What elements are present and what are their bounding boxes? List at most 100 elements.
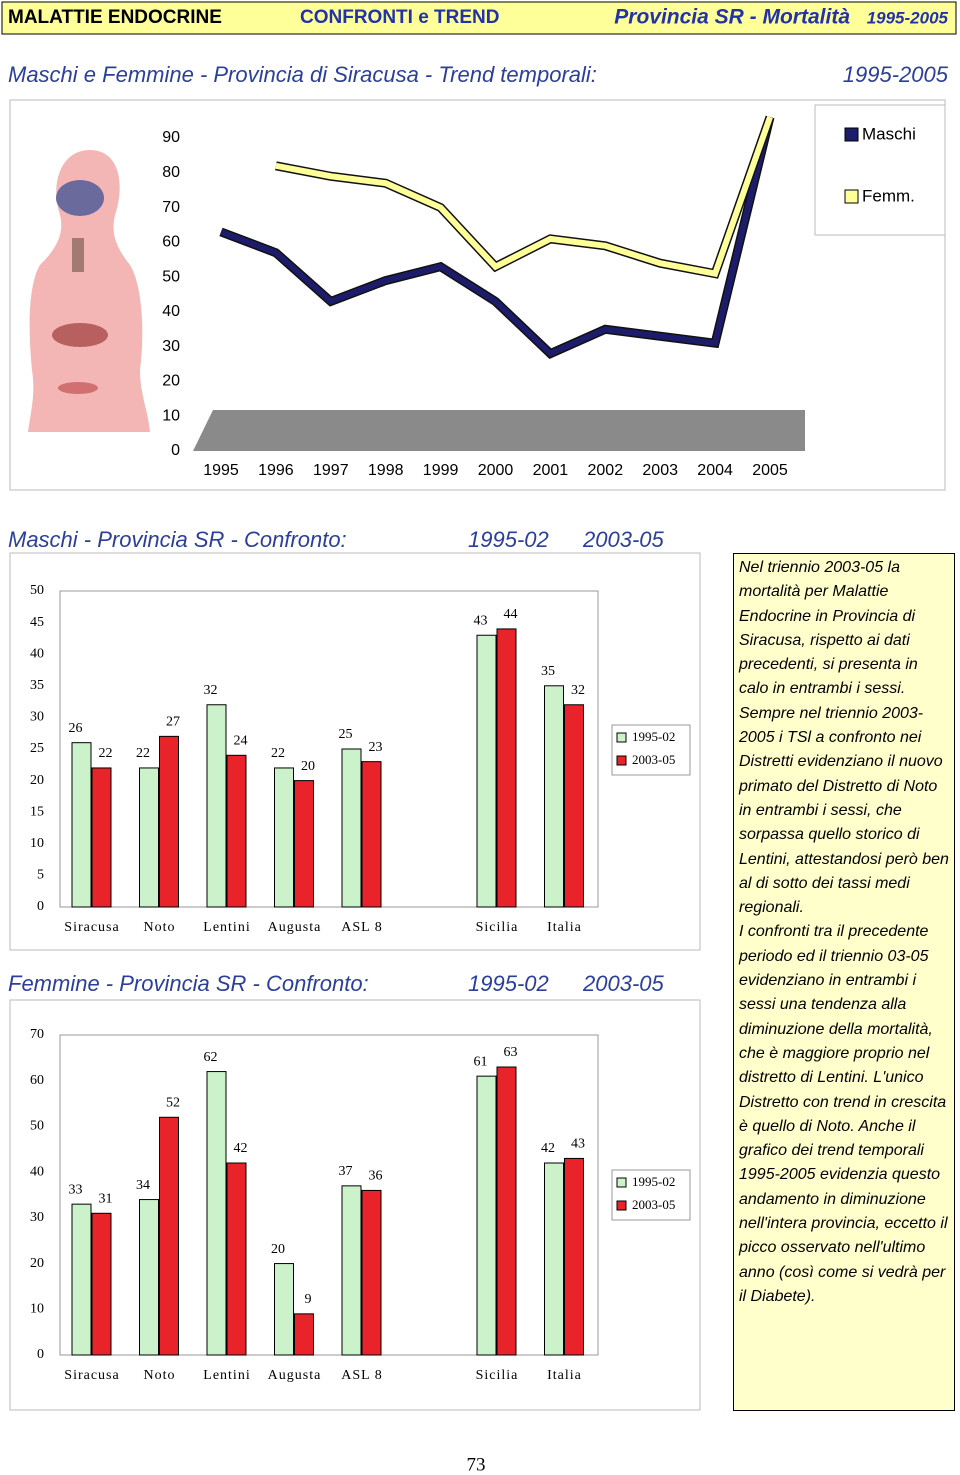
bar	[564, 1157, 584, 1356]
data-label: 22	[271, 746, 285, 761]
x-tick-label: ASL 8	[341, 920, 382, 935]
data-label: 31	[99, 1192, 113, 1207]
y-tick-label: 60	[30, 1073, 44, 1088]
y-tick-label: 10	[30, 1302, 44, 1317]
data-label: 23	[369, 740, 383, 755]
x-tick-label: ASL 8	[341, 1368, 382, 1383]
x-tick-label: Noto	[144, 1368, 176, 1383]
header-period: 1995-2005	[867, 8, 949, 27]
bar	[91, 1212, 112, 1356]
y-tick-label: 40	[162, 303, 180, 320]
bar	[226, 754, 247, 908]
y-tick-label: 0	[37, 899, 44, 914]
x-tick-label: Lentini	[203, 920, 250, 935]
comment-box: Nel triennio 2003-05 la mortalità per Ma…	[733, 553, 955, 1411]
y-tick-label: 25	[30, 741, 44, 756]
bar	[206, 1071, 227, 1356]
bar	[71, 742, 92, 908]
chart-period: 2003-05	[582, 527, 665, 552]
x-tick-label: 1999	[423, 462, 459, 479]
bar	[274, 767, 294, 908]
y-tick-label: 50	[30, 1119, 44, 1134]
data-label: 35	[541, 664, 555, 679]
legend-label: Femm.	[862, 186, 915, 205]
page-number: 73	[467, 1454, 486, 1475]
data-label: 25	[339, 727, 353, 742]
data-label: 20	[271, 1242, 285, 1257]
x-tick-label: 2002	[588, 462, 624, 479]
y-tick-label: 20	[30, 1256, 44, 1271]
data-label: 44	[504, 607, 518, 622]
legend-label: 2003-05	[632, 1197, 675, 1212]
data-label: 42	[541, 1141, 555, 1156]
x-tick-label: 2005	[752, 462, 788, 479]
bar	[139, 1199, 159, 1356]
header-right: Provincia SR - Mortalità	[614, 6, 850, 29]
chart-title: Femmine - Provincia SR - Confronto:	[8, 971, 369, 996]
legend-swatch	[844, 127, 859, 142]
legend-label: 1995-02	[632, 729, 675, 744]
y-tick-label: 60	[162, 234, 180, 251]
paragraph: I confronti tra il precedente periodo ed…	[739, 923, 948, 1305]
x-tick-label: 1995	[203, 462, 239, 479]
y-tick-label: 50	[162, 268, 180, 285]
bar	[544, 1162, 564, 1356]
y-tick-label: 5	[37, 868, 44, 883]
legend-swatch	[616, 732, 627, 743]
data-label: 22	[99, 746, 113, 761]
y-tick-label: 30	[30, 710, 44, 725]
bar	[91, 767, 112, 908]
y-tick-label: 20	[30, 773, 44, 788]
bar	[226, 1162, 247, 1356]
x-tick-label: Siracusa	[64, 1368, 119, 1383]
section-title: Maschi e Femmine - Provincia di Siracusa…	[8, 62, 597, 87]
bar	[361, 761, 382, 908]
y-tick-label: 0	[37, 1347, 44, 1362]
x-tick-label: 2004	[697, 462, 733, 479]
legend-swatch	[844, 189, 859, 204]
data-label: 43	[474, 613, 488, 628]
x-tick-label: 2001	[533, 462, 569, 479]
legend-box	[814, 104, 946, 236]
y-tick-label: 30	[30, 1210, 44, 1225]
bar	[294, 1313, 314, 1356]
line	[219, 116, 773, 358]
y-tick-label: 40	[30, 646, 44, 661]
data-label: 22	[136, 746, 150, 761]
y-tick-label: 40	[30, 1164, 44, 1179]
bar	[294, 780, 314, 908]
bar	[206, 704, 227, 908]
y-tick-label: 20	[162, 373, 180, 390]
y-tick-label: 70	[162, 199, 180, 216]
x-tick-label: 1996	[258, 462, 294, 479]
bar	[341, 1185, 362, 1356]
data-label: 37	[339, 1164, 353, 1179]
x-tick-label: Italia	[547, 1368, 582, 1383]
legend-label: Maschi	[862, 124, 916, 143]
x-tick-label: 1997	[313, 462, 349, 479]
data-label: 36	[369, 1169, 383, 1184]
header-left: MALATTIE ENDOCRINE	[8, 7, 222, 28]
x-tick-label: 2003	[642, 462, 678, 479]
paragraph: Sempre nel triennio 2003-2005 i TSl a co…	[739, 704, 949, 917]
x-tick-label: 1998	[368, 462, 404, 479]
body-illustration	[28, 150, 150, 432]
bar	[361, 1189, 382, 1356]
bar	[476, 634, 497, 908]
y-tick-label: 35	[30, 678, 44, 693]
bar	[274, 1263, 294, 1356]
x-tick-label: Noto	[144, 920, 176, 935]
data-label: 43	[571, 1137, 585, 1152]
data-label: 27	[166, 715, 180, 730]
y-tick-label: 30	[162, 338, 180, 355]
data-label: 20	[301, 759, 315, 774]
legend-swatch	[616, 755, 627, 766]
chart-period: 1995-02	[468, 971, 549, 996]
data-label: 62	[204, 1050, 218, 1065]
x-tick-label: Siracusa	[64, 920, 119, 935]
bar	[159, 735, 179, 908]
legend-label: 2003-05	[632, 752, 675, 767]
y-tick-label: 10	[30, 836, 44, 851]
